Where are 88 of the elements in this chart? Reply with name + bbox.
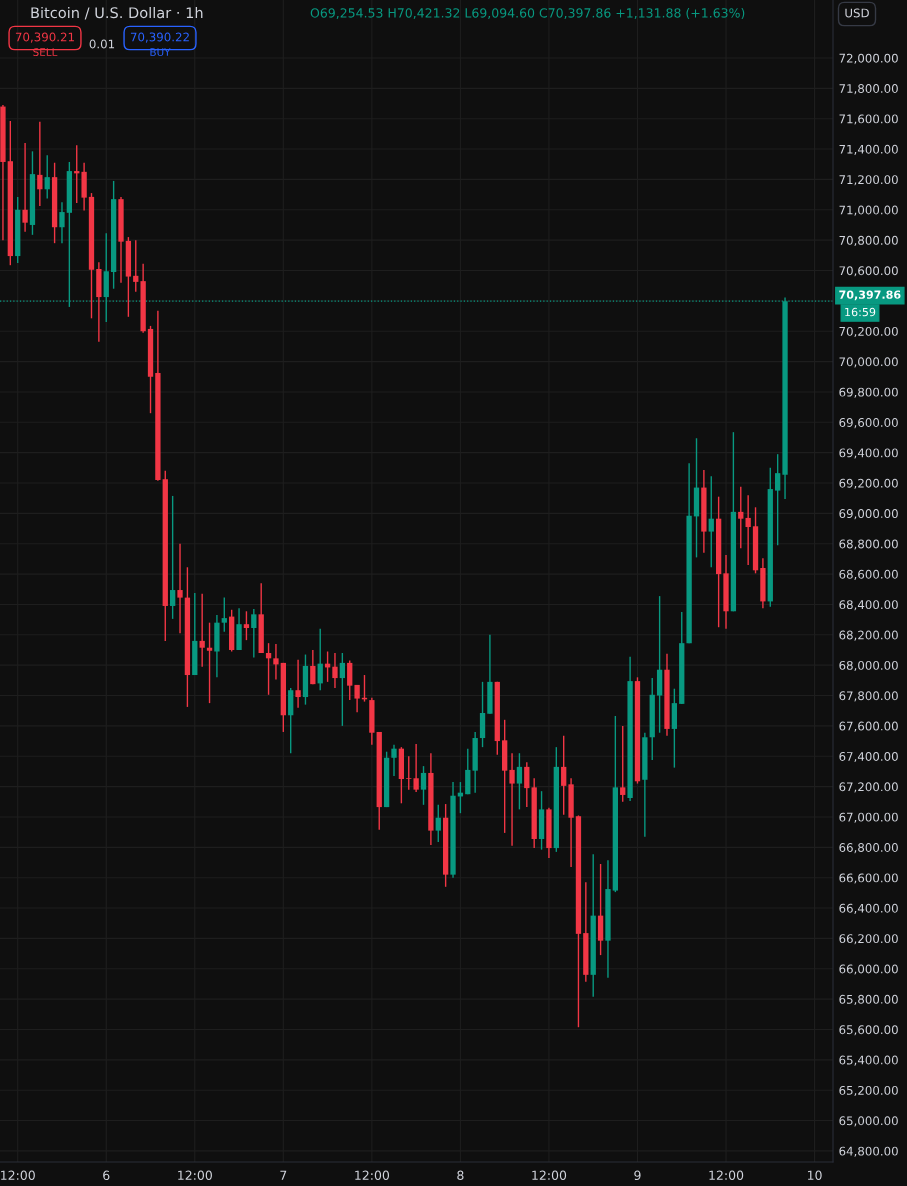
x-tick-label: 9 <box>634 1170 641 1181</box>
x-tick-label: 12:00 <box>1 1170 35 1181</box>
annotation: 70,390.21 <box>15 32 74 43</box>
y-tick-label: 65,600.00 <box>839 1025 898 1036</box>
y-tick-label: 67,600.00 <box>839 721 898 732</box>
y-tick-label: 69,400.00 <box>839 448 898 459</box>
candlestick <box>206 621 213 704</box>
candlestick <box>169 495 176 620</box>
y-tick-label: 66,400.00 <box>839 903 898 914</box>
y-tick-label: 69,000.00 <box>839 509 898 520</box>
ref-line-label: 70,397.86 <box>839 290 901 301</box>
candlestick <box>561 735 567 816</box>
candlestick <box>620 725 626 803</box>
annotation: 0.01 <box>89 39 115 49</box>
annotation: 70,390.22 <box>130 32 189 43</box>
y-tick-label: 65,800.00 <box>839 994 898 1005</box>
y-tick-label: 68,000.00 <box>839 660 898 672</box>
y-tick-label: 71,200.00 <box>839 175 898 186</box>
y-tick-label: 69,600.00 <box>839 418 898 429</box>
x-tick-label: 7 <box>280 1170 287 1180</box>
y-tick-label: 70,600.00 <box>839 266 898 277</box>
candlestick <box>391 744 397 777</box>
x-tick-label: 6 <box>103 1170 110 1181</box>
y-tick-label: 69,200.00 <box>839 478 898 489</box>
candlestick <box>310 649 316 685</box>
y-tick-label: 71,800.00 <box>839 84 898 95</box>
x-tick-label: 10 <box>807 1170 822 1181</box>
x-tick-label: 12:00 <box>178 1170 212 1181</box>
y-tick-label: 71,400.00 <box>839 144 898 155</box>
y-tick-label: 65,000.00 <box>839 1116 898 1127</box>
candlestick <box>745 494 751 566</box>
y-tick-label: 70,000.00 <box>839 357 898 368</box>
y-tick-label: 68,400.00 <box>839 600 898 611</box>
y-tick-label: 64,800.00 <box>839 1146 898 1157</box>
candlestick <box>775 453 781 546</box>
y-tick-label: 67,200.00 <box>839 782 898 793</box>
candlestick <box>339 652 346 727</box>
candlestick <box>37 121 43 207</box>
chart-title: Bitcoin / U.S. Dollar · 1h <box>31 6 203 20</box>
candlestick <box>435 804 441 843</box>
candlestick <box>354 684 360 713</box>
candlestick <box>44 154 50 200</box>
text: 16:59 <box>845 307 876 317</box>
candlestick <box>347 659 353 701</box>
candlestick <box>273 643 279 681</box>
x-tick-label: 12:00 <box>532 1170 567 1181</box>
y-tick-label: 67,400.00 <box>839 751 898 763</box>
candlestick <box>22 142 28 233</box>
y-tick-label: 71,000.00 <box>839 205 898 216</box>
y-tick-label: 66,200.00 <box>839 934 898 945</box>
candlestick <box>317 628 323 691</box>
y-tick-label: 68,600.00 <box>839 569 898 580</box>
x-tick-label: 12:00 <box>709 1170 744 1181</box>
y-tick-label: 70,800.00 <box>839 235 898 246</box>
y-tick-label: 65,400.00 <box>839 1055 898 1066</box>
text: O69,254.53 H70,421.32 L69,094.60 C70,397.86 +1,131.88 (+1.63%) <box>310 7 745 20</box>
candlestick <box>708 475 714 568</box>
y-tick-label: 66,800.00 <box>839 843 898 854</box>
y-tick-label: 69,800.00 <box>839 387 898 398</box>
x-tick-label: 12:00 <box>355 1170 390 1181</box>
candlestick <box>243 610 250 641</box>
x-tick-label: 8 <box>457 1170 464 1181</box>
candlestick <box>413 743 419 793</box>
candlestick <box>332 652 338 689</box>
candlestick <box>406 755 412 791</box>
y-tick-label: 72,000.00 <box>839 53 898 64</box>
y-tick-label: 70,200.00 <box>839 326 898 338</box>
candlestick <box>133 239 139 293</box>
y-tick-label: 67,000.00 <box>839 812 898 823</box>
y-tick-label: 66,600.00 <box>839 873 898 884</box>
candlestick <box>59 201 65 244</box>
y-tick-label: 65,200.00 <box>839 1085 898 1097</box>
candlestick <box>251 608 257 659</box>
candlestick <box>420 765 427 806</box>
candlestick <box>177 543 183 634</box>
y-tick-label: 68,200.00 <box>839 630 898 641</box>
y-tick-label: 68,800.00 <box>839 539 898 550</box>
y-tick-label: 71,600.00 <box>839 114 898 125</box>
y-tick-label: 66,000.00 <box>839 964 898 975</box>
text: USD <box>845 8 869 18</box>
candlestick <box>509 752 515 847</box>
y-tick-label: 67,800.00 <box>839 691 898 702</box>
candlestick <box>524 761 530 808</box>
candlestick <box>295 659 301 709</box>
candlestick <box>199 593 205 668</box>
candlestick <box>738 486 744 549</box>
candlestick <box>221 596 227 633</box>
candlestick <box>516 752 523 811</box>
